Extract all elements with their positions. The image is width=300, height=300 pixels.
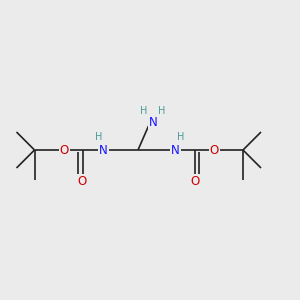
Text: H: H xyxy=(140,106,147,116)
Text: N: N xyxy=(148,116,158,129)
Text: H: H xyxy=(95,132,102,142)
Text: N: N xyxy=(171,143,180,157)
Text: H: H xyxy=(158,106,166,116)
Text: O: O xyxy=(190,175,200,188)
Text: H: H xyxy=(177,132,184,142)
Text: N: N xyxy=(99,143,108,157)
Text: O: O xyxy=(60,143,69,157)
Text: O: O xyxy=(78,175,87,188)
Text: O: O xyxy=(210,143,219,157)
